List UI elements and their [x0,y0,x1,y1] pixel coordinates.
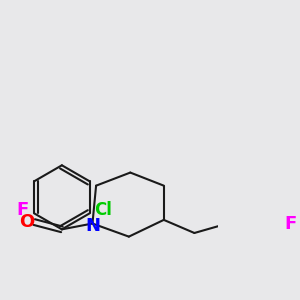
Text: N: N [85,217,100,235]
Text: Cl: Cl [94,201,112,219]
Text: O: O [19,213,34,231]
Text: F: F [284,215,297,233]
Text: F: F [16,201,28,219]
